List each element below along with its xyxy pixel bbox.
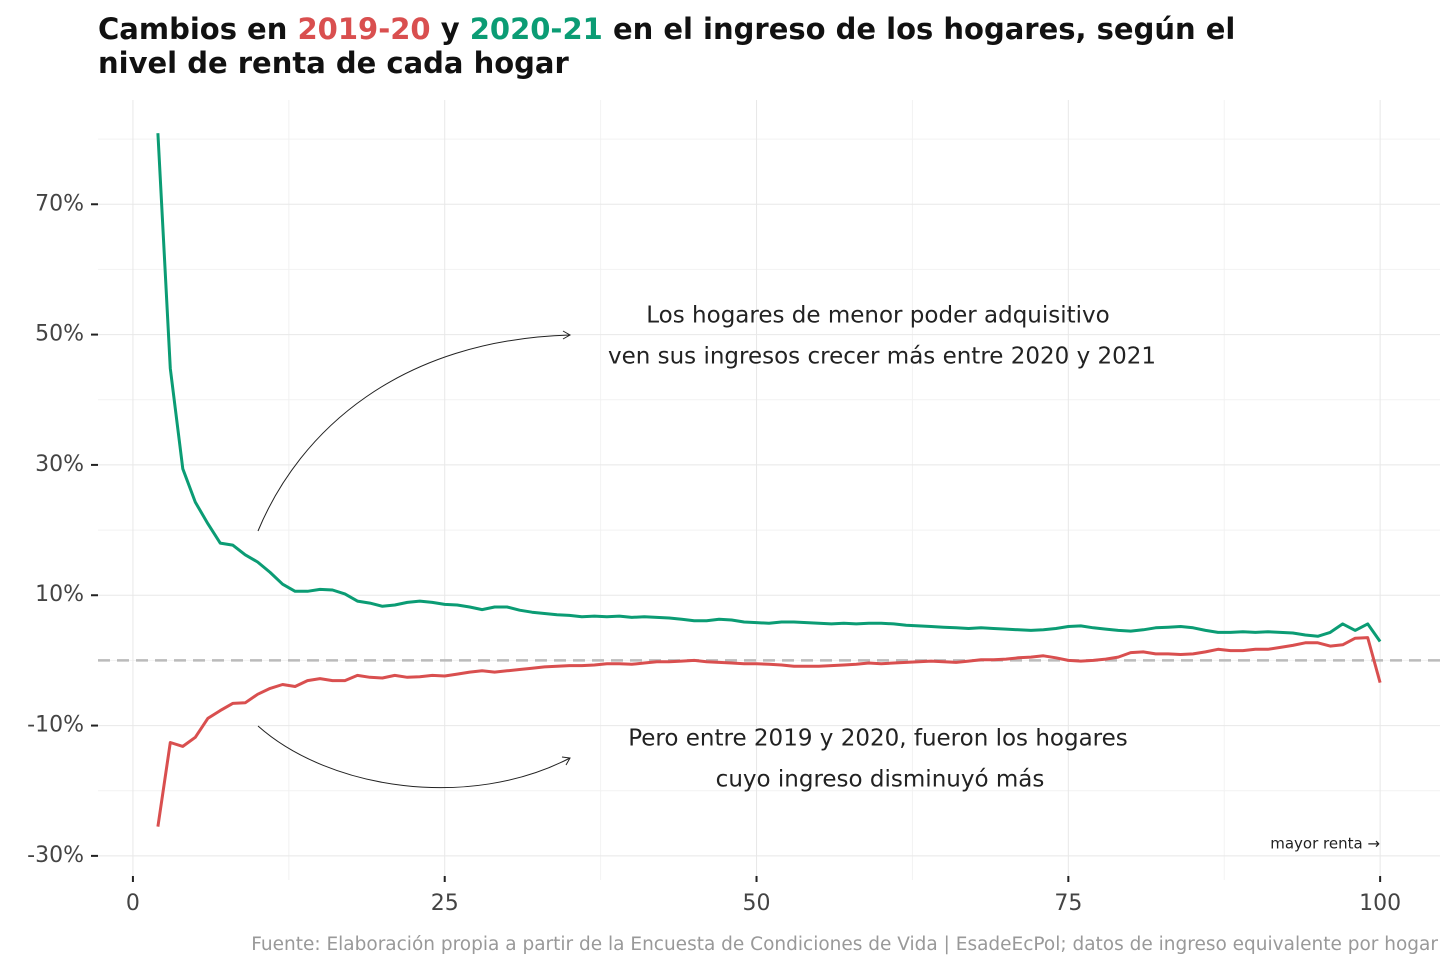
arrowhead (561, 756, 571, 766)
arrow (257, 725, 571, 789)
x-tick-label: 50 (743, 891, 771, 916)
x-note: mayor renta → (1270, 835, 1380, 853)
x-tick-label: 25 (431, 891, 459, 916)
y-tick-label: 70% (35, 191, 84, 216)
y-tick-label: -10% (27, 713, 84, 738)
source: Fuente: Elaboración propia a partir de l… (251, 934, 1438, 955)
x-tick-label: 75 (1054, 891, 1082, 916)
title-part: y (441, 12, 460, 46)
y-tick-label: 50% (35, 322, 84, 347)
annotation: ven sus ingresos crecer más entre 2020 y… (608, 344, 1156, 370)
grid (98, 100, 1440, 880)
x-tick-label: 100 (1359, 891, 1401, 916)
y-tick-label: -30% (27, 843, 84, 868)
chart-title: Cambios en 2019-20 y 2020-21 en el ingre… (98, 12, 1235, 46)
title-part: en el ingreso de los hogares, según el (613, 12, 1235, 46)
annotation: cuyo ingreso disminuyó más (716, 767, 1045, 793)
title-part: Cambios en (98, 12, 287, 46)
title-part: 2019-20 (297, 12, 430, 46)
arrow (257, 334, 571, 532)
annotation: Pero entre 2019 y 2020, fueron los hogar… (628, 726, 1128, 752)
chart-title: nivel de renta de cada hogar (98, 46, 569, 80)
y-tick-label: 10% (35, 582, 84, 607)
x-tick-label: 0 (126, 891, 140, 916)
arrowhead (562, 330, 572, 340)
title-part: 2020-21 (470, 12, 603, 46)
y-tick-label: 30% (35, 452, 84, 477)
series-line (156, 636, 1382, 827)
series-line (156, 133, 1382, 643)
annotation: Los hogares de menor poder adquisitivo (646, 303, 1109, 329)
